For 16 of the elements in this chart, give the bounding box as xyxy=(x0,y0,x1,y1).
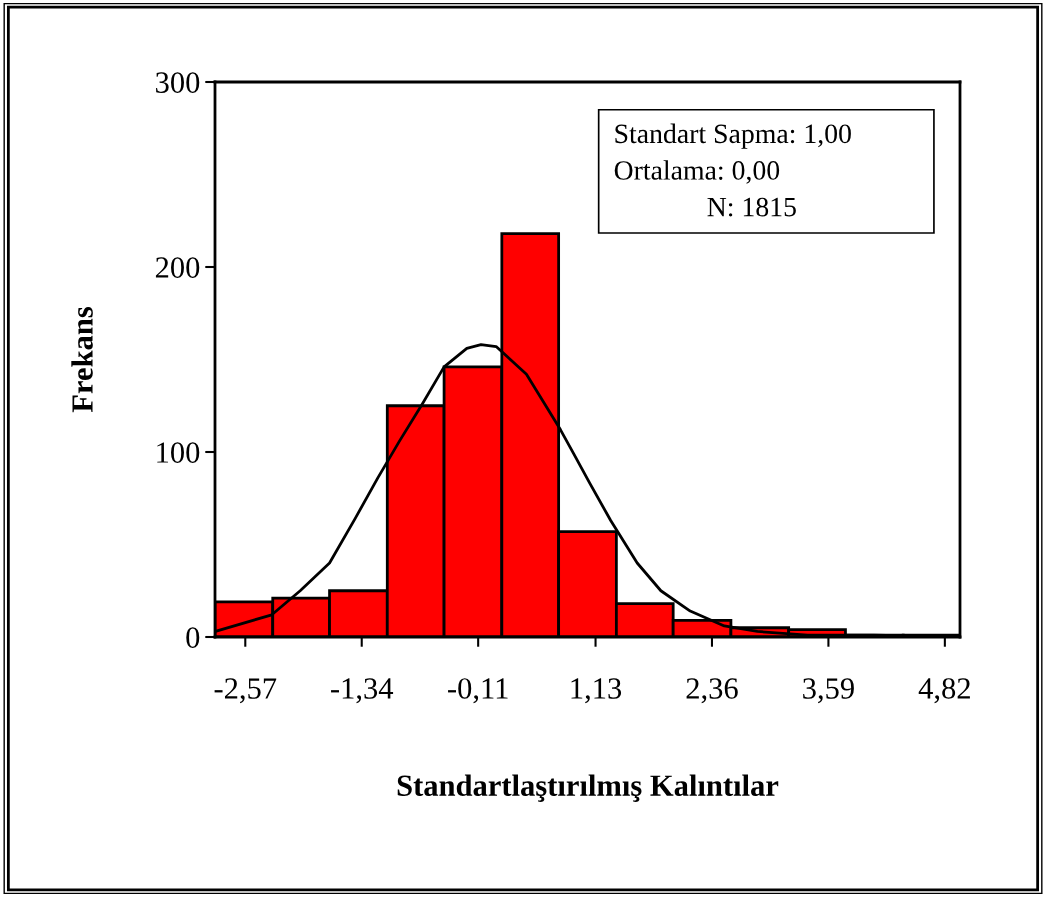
annotation: Ortalama: 0,00 xyxy=(614,160,780,184)
x-tick-label: 3,59 xyxy=(803,678,854,704)
y-tick-label: 100 xyxy=(157,442,200,463)
annotation: N: 1815 xyxy=(707,197,796,217)
x-tick-label: -2,57 xyxy=(214,678,277,704)
x-tick-label: 4,82 xyxy=(918,678,970,704)
x-tick-label: -0,11 xyxy=(448,678,508,704)
y-tick-label: 0 xyxy=(186,627,200,648)
x-tick-label: -1,34 xyxy=(331,678,394,704)
y-tick-label: 200 xyxy=(155,257,200,278)
x-tick-label: 2,36 xyxy=(686,678,738,704)
x-axis-title: Standartlaştırılmış Kalıntılar xyxy=(397,774,779,802)
y-axis-title: Frekans xyxy=(71,307,93,413)
annotation: Standart Sapma: 1,00 xyxy=(615,123,851,149)
x-tick-label: 1,13 xyxy=(571,678,622,704)
y-tick-label: 300 xyxy=(156,72,200,93)
